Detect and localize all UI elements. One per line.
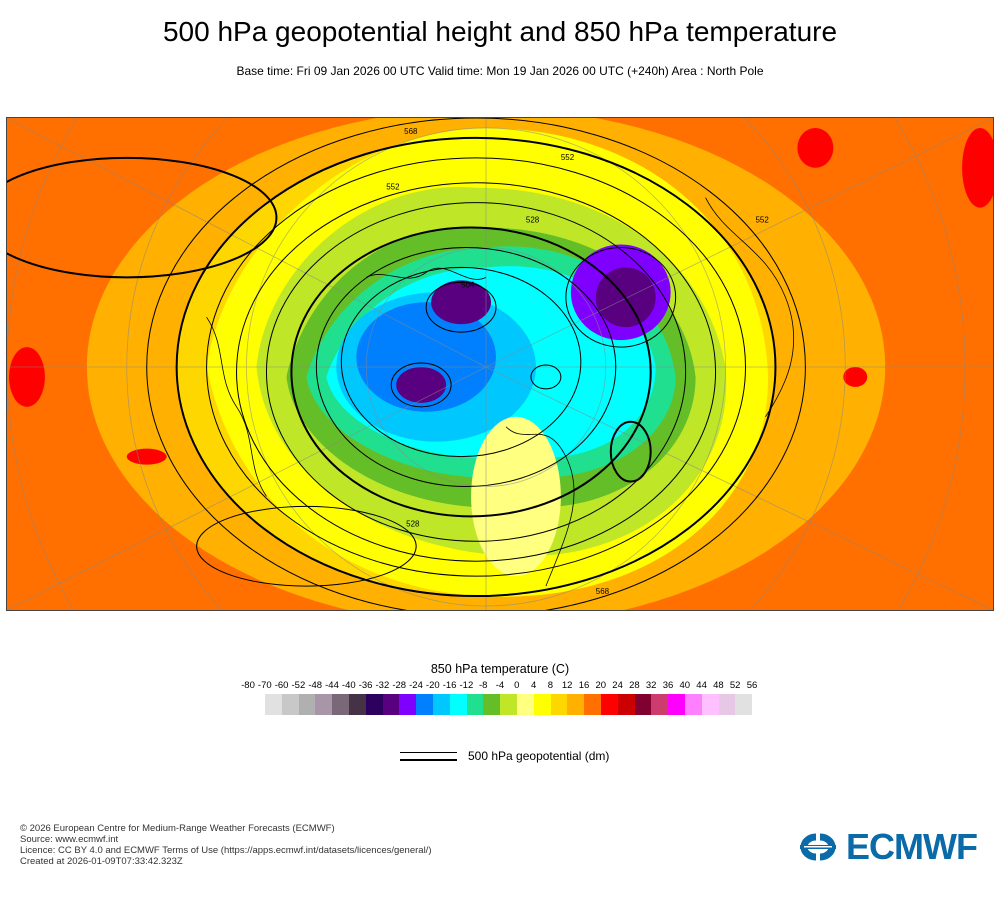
colorbar-swatch [584,694,601,715]
colorbar-tick-label: 16 [578,680,590,691]
colorbar-swatch [684,694,702,715]
colorbar-tick-label: -12 [459,680,474,691]
colorbar-tick-label: -44 [325,680,339,691]
colorbar-swatch [550,694,568,715]
colorbar-tick-label: -52 [291,680,306,691]
colorbar-swatch [668,694,685,715]
colorbar-swatch [600,694,618,715]
colorbar-swatch [483,694,501,715]
created-text: Created at 2026-01-09T07:33:42.323Z [20,856,183,867]
colorbar-swatch [382,694,400,715]
colorbar-tick-label: 0 [514,680,520,691]
hot-spots [8,127,993,465]
source-text: Source: www.ecmwf.int [20,834,119,845]
geopotential-legend: 500 hPa geopotential (dm) [400,749,609,763]
colorbar-tick-label: -36 [358,680,373,691]
colorbar-tick-label: 48 [713,680,724,691]
colorbar-tick-label: 24 [612,680,623,691]
colorbar-swatch [265,694,282,715]
colorbar-swatch [718,694,736,715]
colorbar-tick-label: 40 [679,680,691,691]
contour-label: 552 [386,183,400,192]
colorbar-swatch [332,694,349,715]
coastlines [206,197,794,587]
colorbar-tick-label: -28 [392,680,407,691]
colorbar-swatch [315,694,333,715]
colorbar-tick-label: 4 [530,680,537,691]
colorbar-swatch [432,694,450,715]
colorbar-tick-label: 8 [547,680,554,691]
colorbar-tick-label: -24 [409,680,423,691]
colorbar-swatch [466,694,484,715]
colorbar-tick-label: -40 [341,680,356,691]
contour-label: 552 [561,153,575,162]
colorbar-swatch [567,694,585,715]
contour-label: 568 [404,127,418,136]
colorbar-tick-label: -32 [375,680,390,691]
contour-label: 504 [461,280,475,289]
colorbar-swatch [516,694,534,715]
colorbar-tick-label: -80 [241,680,255,691]
ecmwf-logo-icon [800,833,836,861]
licence-text: Licence: CC BY 4.0 and ECMWF Terms of Us… [20,845,432,856]
colorbar-tick-label: -4 [495,680,505,691]
geopotential-contours [7,118,806,610]
colorbar-tick-label: 52 [729,680,741,691]
chart-subtitle: Base time: Fri 09 Jan 2026 00 UTC Valid … [236,64,764,78]
colorbar-tick-label: -48 [308,680,323,691]
colorbar-tick-label: -8 [478,680,488,691]
colorbar-tick-label: 28 [629,680,640,691]
ecmwf-logo-text: ECMWF [846,826,978,867]
colorbar-labels: -80 -70 -60 -52 -48 -44 -40 -36 -32 -28 -24 -20 -16-… [0,680,1000,694]
colorbar-swatch [348,694,366,715]
colorbar-tick-label: 56 [746,680,758,691]
cold-core-west [431,280,492,325]
colorbar-swatch [500,694,517,715]
contour-label: 568 [596,587,610,596]
colorbar-tick-label: -16 [442,680,457,691]
colorbar [265,694,753,715]
cold-core-center [396,366,447,403]
colorbar-tick-label: 20 [595,680,607,691]
colorbar-tick-label: 44 [696,680,707,691]
colorbar-swatch [416,694,433,715]
colorbar-tick-label: 32 [645,680,657,691]
contour-label: 528 [526,216,540,225]
colorbar-tick-label: -20 [425,680,440,691]
graticule [7,118,993,610]
colorbar-title: 850 hPa temperature (C) [430,662,570,676]
colorbar-tick-label: 12 [561,680,573,691]
contour-line-sample [400,750,457,762]
colorbar-swatch [449,694,467,715]
colorbar-tick-label: -70 [257,680,272,691]
colorbar-tick-label: -60 [274,680,289,691]
colorbar-swatch [298,694,316,715]
colorbar-swatch [735,694,753,715]
colorbar-swatch [365,694,383,715]
colorbar-swatch [399,694,417,715]
weather-map: 568 552 528 552 504 528 552 568 [6,117,994,611]
legend-label: 500 hPa geopotential (dm) [468,749,610,763]
contour-label: 552 [755,216,769,225]
colorbar-swatch [617,694,635,715]
copyright-text: © 2026 European Centre for Medium-Range … [20,823,335,834]
cool-tongue [471,416,561,577]
colorbar-swatch [651,694,669,715]
footer: © 2026 European Centre for Medium-Range … [20,823,432,867]
chart-title: 500 hPa geopotential height and 850 hPa … [162,16,838,47]
colorbar-tick-label: 36 [662,680,674,691]
colorbar-swatch [701,694,719,715]
colorbar-swatch [281,694,299,715]
colorbar-swatch [634,694,652,715]
ecmwf-logo: ECMWF [796,826,978,868]
contour-labels: 568 552 528 552 504 528 552 568 [386,127,769,596]
colorbar-swatch [533,694,551,715]
contour-label: 528 [406,519,420,528]
